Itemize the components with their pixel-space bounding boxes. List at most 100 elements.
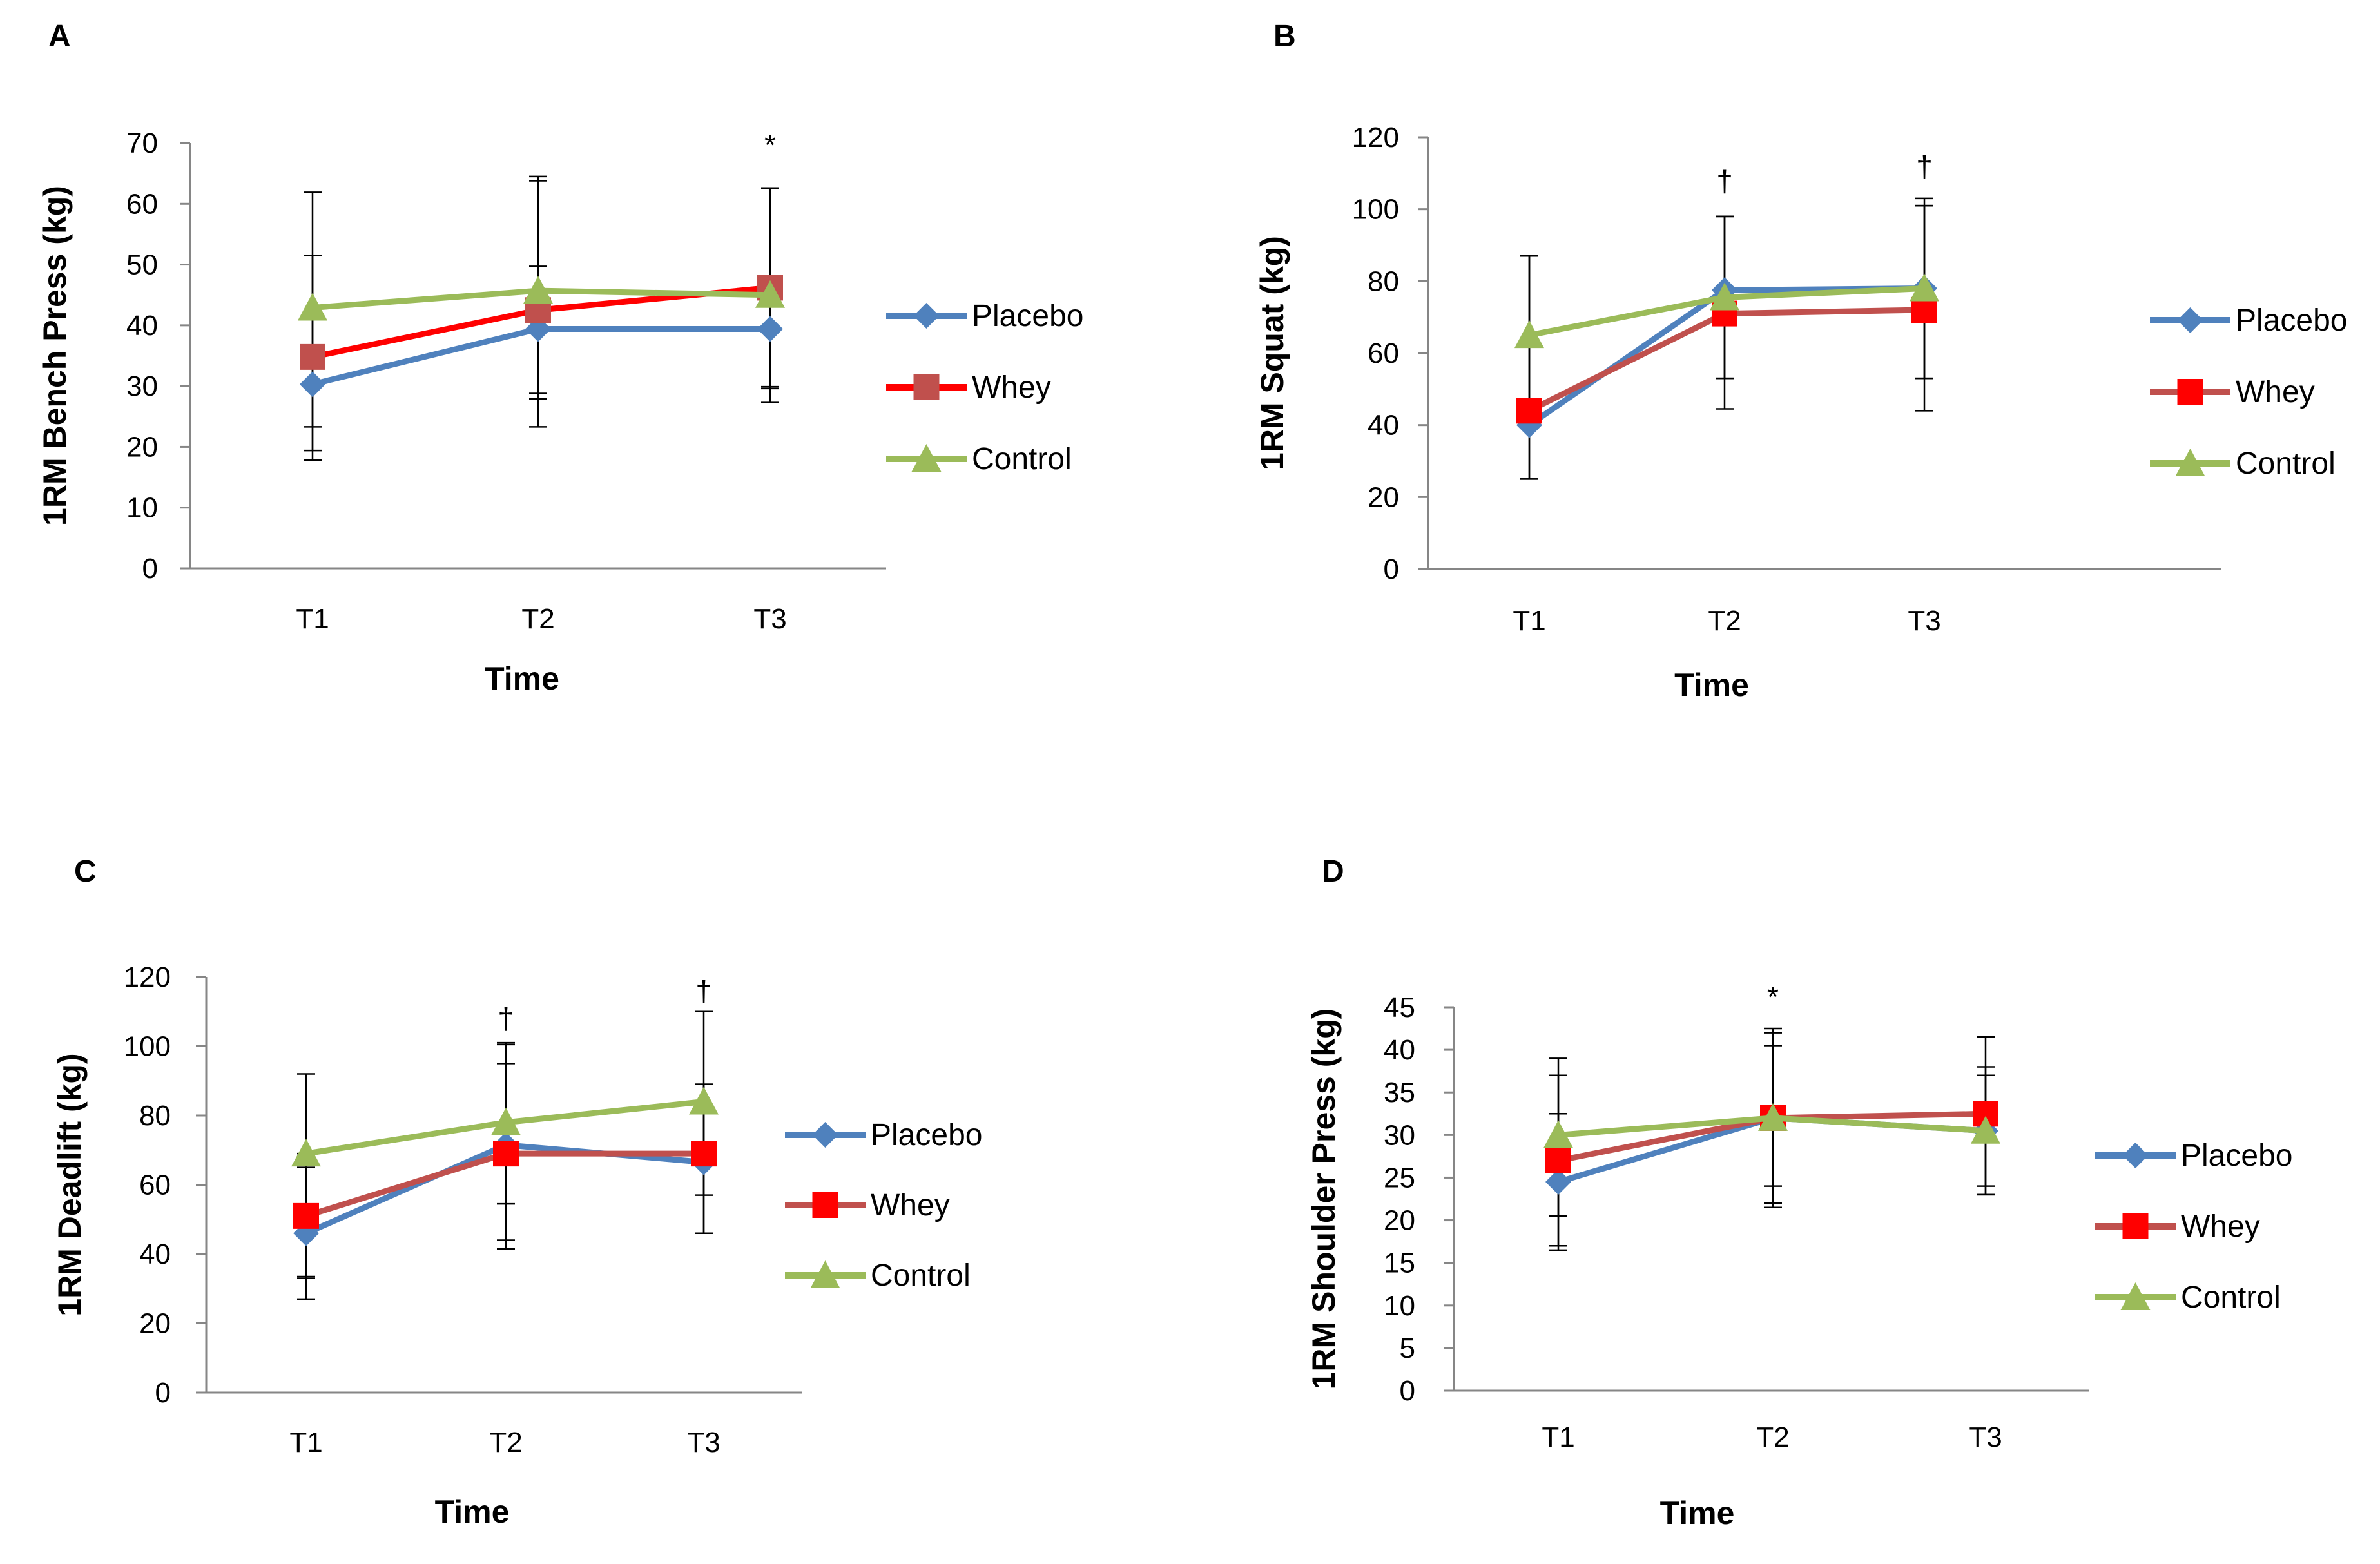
y-tick-label: 100 <box>1352 194 1399 226</box>
x-tick-label: T1 <box>289 1427 322 1458</box>
legend-label: Placebo <box>2181 1139 2292 1173</box>
data-point-placebo <box>1545 1169 1571 1195</box>
y-tick-label: 20 <box>1384 1205 1415 1237</box>
data-point-placebo <box>300 371 325 398</box>
legend-marker <box>810 1260 840 1288</box>
x-tick-label: T1 <box>296 603 329 635</box>
legend-marker <box>812 1122 838 1148</box>
y-tick-label: 30 <box>1384 1119 1415 1151</box>
data-point-whey <box>1516 398 1542 424</box>
x-tick-label: T2 <box>1708 605 1741 637</box>
y-tick-label: 120 <box>124 961 171 993</box>
x-tick-label: T2 <box>489 1427 522 1458</box>
data-point-control <box>291 1139 321 1167</box>
panel-letter: D <box>1322 854 1344 889</box>
x-axis-title: Time <box>1660 1495 1735 1531</box>
plot-area: 0 5 10 15 20 25 30 35 40 45 T1 T2 T3 Time 1RM Shoulder… <box>1306 980 2292 1531</box>
data-point-whey <box>1545 1148 1571 1173</box>
panel-d: D 0 5 10 15 20 25 30 35 40 45 T1 T2 T3 Time 1RM Should… <box>1306 854 2292 1531</box>
y-axis-title: 1RM Squat (kg) <box>1254 236 1290 470</box>
y-tick-label: 60 <box>1368 338 1399 369</box>
y-tick-label: 0 <box>1384 554 1399 585</box>
y-tick-label: 20 <box>126 431 158 463</box>
significance-marker: † <box>1716 164 1733 198</box>
legend-label: Control <box>2181 1280 2281 1315</box>
data-point-control <box>1758 1103 1788 1131</box>
panel-a: A 0 10 20 30 40 50 60 70 T1 T2 T3 Time 1RM Bench Pre… <box>37 19 1083 697</box>
data-point-whey <box>300 343 325 370</box>
plot-area: 0 20 40 60 80 100 120 T1 T2 T3 Time 1RM Deadlift (k… <box>52 961 982 1530</box>
data-point-control <box>1910 273 1939 302</box>
x-axis-title: Time <box>485 661 559 697</box>
data-point-control <box>523 276 553 304</box>
x-tick-label: T1 <box>1542 1422 1574 1453</box>
panel-letter: B <box>1273 19 1296 53</box>
y-tick-label: 0 <box>1400 1375 1415 1407</box>
y-tick-label: 10 <box>1384 1290 1415 1322</box>
y-axis-title: 1RM Shoulder Press (kg) <box>1306 1009 1342 1390</box>
y-tick-label: 25 <box>1384 1162 1415 1193</box>
legend-label: Whey <box>972 371 1051 405</box>
data-point-control <box>491 1107 521 1135</box>
panel-b: B 0 20 40 60 80 100 120 T1 T2 T3 Time 1RM Squat (kg… <box>1254 19 2347 703</box>
x-tick-label: T3 <box>1908 605 1940 637</box>
x-tick-label: T2 <box>521 603 554 635</box>
data-point-control <box>1710 282 1739 311</box>
legend-marker <box>913 374 940 400</box>
data-point-control <box>755 280 785 308</box>
legend-marker <box>812 1192 838 1218</box>
x-tick-label: T3 <box>687 1427 720 1458</box>
data-point-control <box>1543 1120 1573 1148</box>
y-tick-label: 45 <box>1384 992 1415 1023</box>
y-tick-label: 0 <box>142 553 158 584</box>
legend-marker <box>2177 379 2203 405</box>
y-tick-label: 60 <box>126 188 158 220</box>
y-tick-label: 100 <box>124 1031 171 1063</box>
x-tick-label: T3 <box>753 603 786 635</box>
data-point-control <box>298 293 327 321</box>
y-tick-label: 80 <box>1368 265 1399 297</box>
data-point-control <box>1971 1115 2000 1144</box>
significance-marker: † <box>1916 150 1933 183</box>
y-tick-label: 35 <box>1384 1077 1415 1108</box>
data-point-placebo <box>757 316 783 342</box>
y-tick-label: 0 <box>155 1377 171 1409</box>
y-tick-label: 60 <box>139 1170 171 1201</box>
x-tick-label: T1 <box>1513 605 1545 637</box>
panel-c: C 0 20 40 60 80 100 120 T1 T2 T3 Time 1RM Deadlift … <box>52 854 982 1530</box>
legend-label: Control <box>871 1259 971 1293</box>
legend-marker <box>2120 1282 2151 1310</box>
legend-marker <box>2122 1213 2149 1239</box>
y-tick-label: 15 <box>1384 1248 1415 1279</box>
y-tick-label: 40 <box>126 310 158 342</box>
legend-label: Whey <box>2181 1210 2260 1244</box>
y-axis-title: 1RM Deadlift (kg) <box>52 1053 88 1316</box>
significance-marker: † <box>695 974 712 1008</box>
x-axis-title: Time <box>1674 667 1749 703</box>
x-tick-label: T3 <box>1969 1422 2002 1453</box>
data-point-control <box>1514 320 1544 349</box>
significance-marker: * <box>1767 980 1779 1014</box>
y-tick-label: 40 <box>1384 1034 1415 1066</box>
legend-marker <box>2175 449 2205 476</box>
data-point-whey <box>691 1141 717 1167</box>
data-point-control <box>689 1086 719 1115</box>
legend-label: Placebo <box>871 1118 982 1152</box>
y-tick-label: 120 <box>1352 122 1399 153</box>
y-tick-label: 5 <box>1400 1333 1415 1364</box>
panel-letter: C <box>74 854 97 889</box>
y-tick-label: 10 <box>126 492 158 524</box>
y-axis-title: 1RM Bench Press (kg) <box>37 186 73 526</box>
legend-marker <box>2177 307 2203 333</box>
data-point-whey <box>493 1141 519 1167</box>
legend-label: Whey <box>871 1188 950 1222</box>
legend-label: Control <box>972 442 1072 476</box>
plot-area: 0 20 40 60 80 100 120 T1 T2 T3 Time 1RM Squat (kg) †… <box>1254 122 2347 703</box>
legend-marker <box>2122 1143 2149 1168</box>
legend-marker <box>911 444 942 472</box>
x-tick-label: T2 <box>1756 1422 1789 1453</box>
y-tick-label: 20 <box>1368 481 1399 513</box>
legend-marker <box>913 303 940 329</box>
legend-label: Control <box>2236 447 2336 481</box>
data-point-whey <box>1911 297 1937 323</box>
